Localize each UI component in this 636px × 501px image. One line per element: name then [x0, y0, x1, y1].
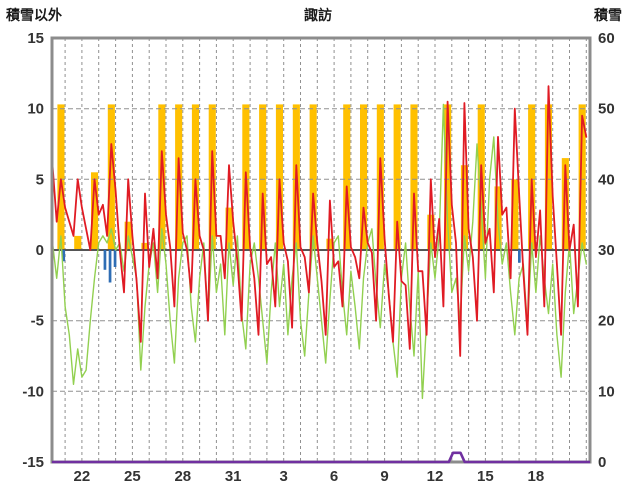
- svg-text:31: 31: [225, 468, 242, 485]
- svg-text:0: 0: [598, 454, 606, 471]
- green-line: [51, 103, 587, 400]
- svg-text:-5: -5: [31, 313, 44, 330]
- chart-title: 諏訪: [304, 7, 332, 23]
- blue-bars: [62, 250, 521, 283]
- svg-text:0: 0: [36, 242, 44, 259]
- sunshine-bars: [57, 104, 586, 251]
- svg-text:20: 20: [598, 313, 615, 330]
- svg-text:15: 15: [477, 468, 494, 485]
- right-axis-title: 積雪: [594, 7, 622, 23]
- svg-text:30: 30: [598, 242, 615, 259]
- svg-text:18: 18: [528, 468, 545, 485]
- svg-text:5: 5: [36, 171, 44, 188]
- y-left-tick-labels: 15 10 5 0 -5 -10 -15: [22, 30, 44, 471]
- svg-text:10: 10: [598, 383, 615, 400]
- svg-text:15: 15: [27, 30, 44, 47]
- svg-text:9: 9: [380, 468, 388, 485]
- svg-text:40: 40: [598, 171, 615, 188]
- svg-text:3: 3: [280, 468, 288, 485]
- x-tick-labels: 22 25 28 31 3 6 9 12 15 18: [74, 468, 545, 485]
- svg-text:60: 60: [598, 30, 615, 47]
- snow-depth-line: [52, 451, 590, 464]
- svg-text:10: 10: [27, 101, 44, 118]
- svg-text:-10: -10: [22, 383, 44, 400]
- svg-text:12: 12: [427, 468, 444, 485]
- svg-text:22: 22: [74, 468, 91, 485]
- svg-text:25: 25: [124, 468, 141, 485]
- svg-text:28: 28: [174, 468, 191, 485]
- y-right-tick-labels: 60 50 40 30 20 10 0: [598, 30, 615, 471]
- temperature-line: [51, 85, 588, 357]
- left-axis-title: 積雪以外: [6, 7, 62, 23]
- svg-text:6: 6: [330, 468, 338, 485]
- svg-text:-15: -15: [22, 454, 44, 471]
- svg-text:50: 50: [598, 101, 615, 118]
